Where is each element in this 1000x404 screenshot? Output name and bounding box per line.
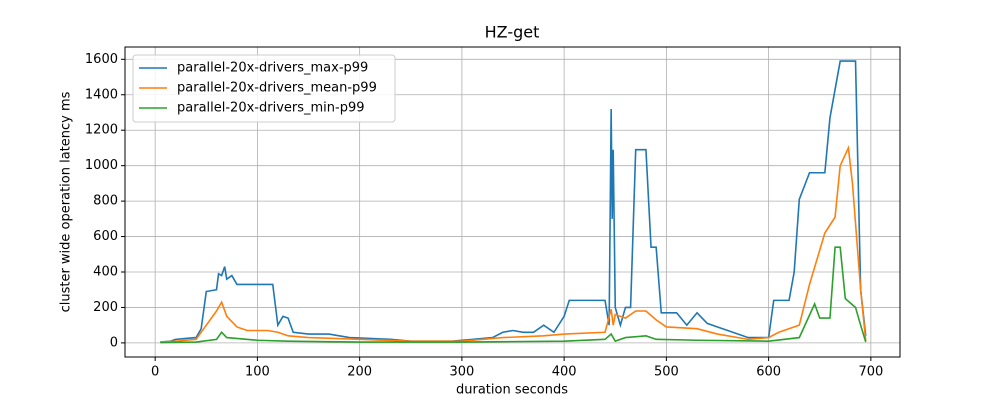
legend-label: parallel-20x-drivers_max-p99 [177,61,368,76]
x-tick-label: 400 [552,365,577,380]
y-tick-label: 800 [93,194,118,209]
y-axis-label: cluster wide operation latency ms [59,91,74,312]
x-tick-label: 0 [151,365,159,380]
chart-title: HZ-get [485,23,540,42]
legend-label: parallel-20x-drivers_mean-p99 [177,81,377,96]
y-tick-label: 1000 [85,158,118,173]
x-tick-label: 500 [654,365,679,380]
x-tick-label: 200 [347,365,372,380]
y-tick-label: 400 [93,265,118,280]
y-tick-label: 0 [110,335,118,350]
line-series [160,145,867,343]
y-tick-label: 200 [93,300,118,315]
plot-frame [124,46,901,358]
x-tick-label: 100 [245,365,270,380]
y-tick-label: 1600 [85,52,118,67]
y-tick-label: 1200 [85,123,118,138]
x-tick-label: 700 [858,365,883,380]
legend-box [132,54,396,123]
line-series [160,246,867,344]
y-tick-label: 600 [93,229,118,244]
x-tick-label: 300 [449,365,474,380]
x-tick-label: 600 [756,365,781,380]
legend-label: parallel-20x-drivers_min-p99 [177,101,365,116]
x-axis-label: duration seconds [456,383,568,398]
y-tick-label: 1400 [85,87,118,102]
